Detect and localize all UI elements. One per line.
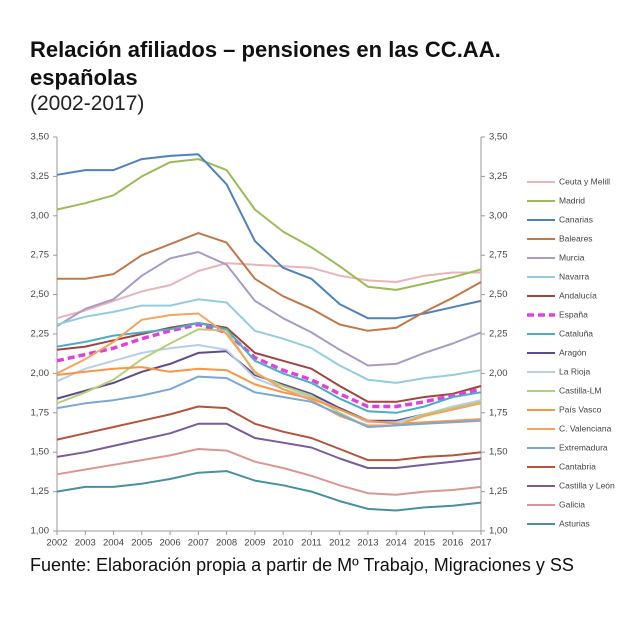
legend-label: Castilla y León [559, 480, 615, 490]
series-line [56, 405, 482, 462]
x-tick-label: 2003 [75, 538, 96, 549]
x-tick-label: 2015 [414, 538, 435, 549]
legend-label: La Rioja [559, 366, 590, 376]
x-tick-label: 2004 [103, 538, 124, 549]
x-tick-label: 2009 [244, 538, 265, 549]
y2-tick-label: 2,50 [489, 289, 508, 300]
series-line [56, 262, 481, 320]
y-tick-label: 1,50 [31, 447, 50, 458]
x-tick-label: 2014 [386, 538, 407, 549]
legend-label: Cataluña [559, 328, 593, 338]
series-line [56, 298, 482, 384]
y2-tick-label: 1,75 [489, 407, 508, 418]
series-line [56, 350, 482, 422]
y2-tick-label: 3,25 [489, 171, 508, 182]
y-tick-label: 1,75 [31, 407, 50, 418]
legend-label: Extremadura [559, 442, 608, 452]
series-line [56, 448, 482, 496]
x-tick-label: 2010 [273, 538, 294, 549]
x-tick-label: 2005 [131, 538, 152, 549]
x-tick-label: 2016 [442, 538, 463, 549]
series-line [56, 375, 482, 428]
y-tick-label: 1,00 [31, 526, 50, 537]
x-tick-label: 2007 [188, 538, 209, 549]
legend-label: Cantabria [559, 461, 596, 471]
y-tick-label: 2,00 [31, 368, 50, 379]
y2-tick-label: 1,25 [489, 486, 508, 497]
legend-label: España [559, 309, 588, 319]
series-line [56, 344, 482, 424]
series-line [56, 322, 482, 403]
legend-label: Asturias [559, 518, 590, 528]
y2-tick-label: 3,00 [489, 210, 508, 221]
x-tick-label: 2008 [216, 538, 237, 549]
legend-label: Madrid [559, 195, 585, 205]
y-tick-label: 1,25 [31, 486, 50, 497]
legend-label: Canarias [559, 214, 593, 224]
legend-label: Murcia [559, 252, 585, 262]
y-tick-label: 2,75 [31, 250, 50, 261]
y2-tick-label: 2,25 [489, 329, 508, 340]
y2-tick-label: 2,00 [489, 368, 508, 379]
y-tick-label: 3,25 [31, 171, 50, 182]
x-tick-label: 2002 [46, 538, 67, 549]
y-tick-label: 2,25 [31, 329, 50, 340]
x-tick-label: 2006 [159, 538, 180, 549]
y2-tick-label: 3,50 [489, 132, 508, 143]
series-line [56, 322, 482, 414]
y-tick-label: 2,50 [31, 289, 50, 300]
x-tick-label: 2011 [301, 538, 321, 549]
legend-label: País Vasco [559, 404, 602, 414]
series-line [56, 322, 482, 409]
source-note: Fuente: Elaboración propia a partir de M… [30, 555, 574, 575]
legend-label: Baleares [559, 233, 593, 243]
chart-subtitle: (2002-2017) [30, 92, 145, 115]
series-line [57, 232, 482, 332]
x-tick-label: 2017 [470, 538, 491, 549]
y2-tick-label: 2,75 [489, 250, 508, 261]
series-line [56, 153, 482, 320]
legend-label: C. Valenciana [559, 423, 612, 433]
y2-tick-label: 1,50 [489, 447, 508, 458]
series-line [56, 328, 482, 428]
legend-label: Aragón [559, 347, 587, 357]
legend-label: Andalucía [559, 290, 597, 300]
legend-label: Ceuta y Melill [559, 176, 610, 186]
x-tick-label: 2013 [357, 538, 378, 549]
y-tick-label: 3,50 [31, 132, 50, 143]
series-line [56, 251, 482, 367]
legend-label: Castilla-LM [559, 385, 602, 395]
legend-label: Navarra [559, 271, 590, 281]
series-line [56, 422, 482, 469]
series-line [56, 470, 482, 512]
series-line [56, 158, 482, 291]
chart-title: Relación afiliados – pensiones en las CC… [30, 37, 501, 90]
x-tick-label: 2012 [329, 538, 350, 549]
legend-label: Galicia [559, 499, 585, 509]
series-line [56, 366, 482, 425]
y2-tick-label: 1,00 [489, 526, 508, 537]
series-line [56, 312, 482, 427]
y-tick-label: 3,00 [31, 210, 50, 221]
